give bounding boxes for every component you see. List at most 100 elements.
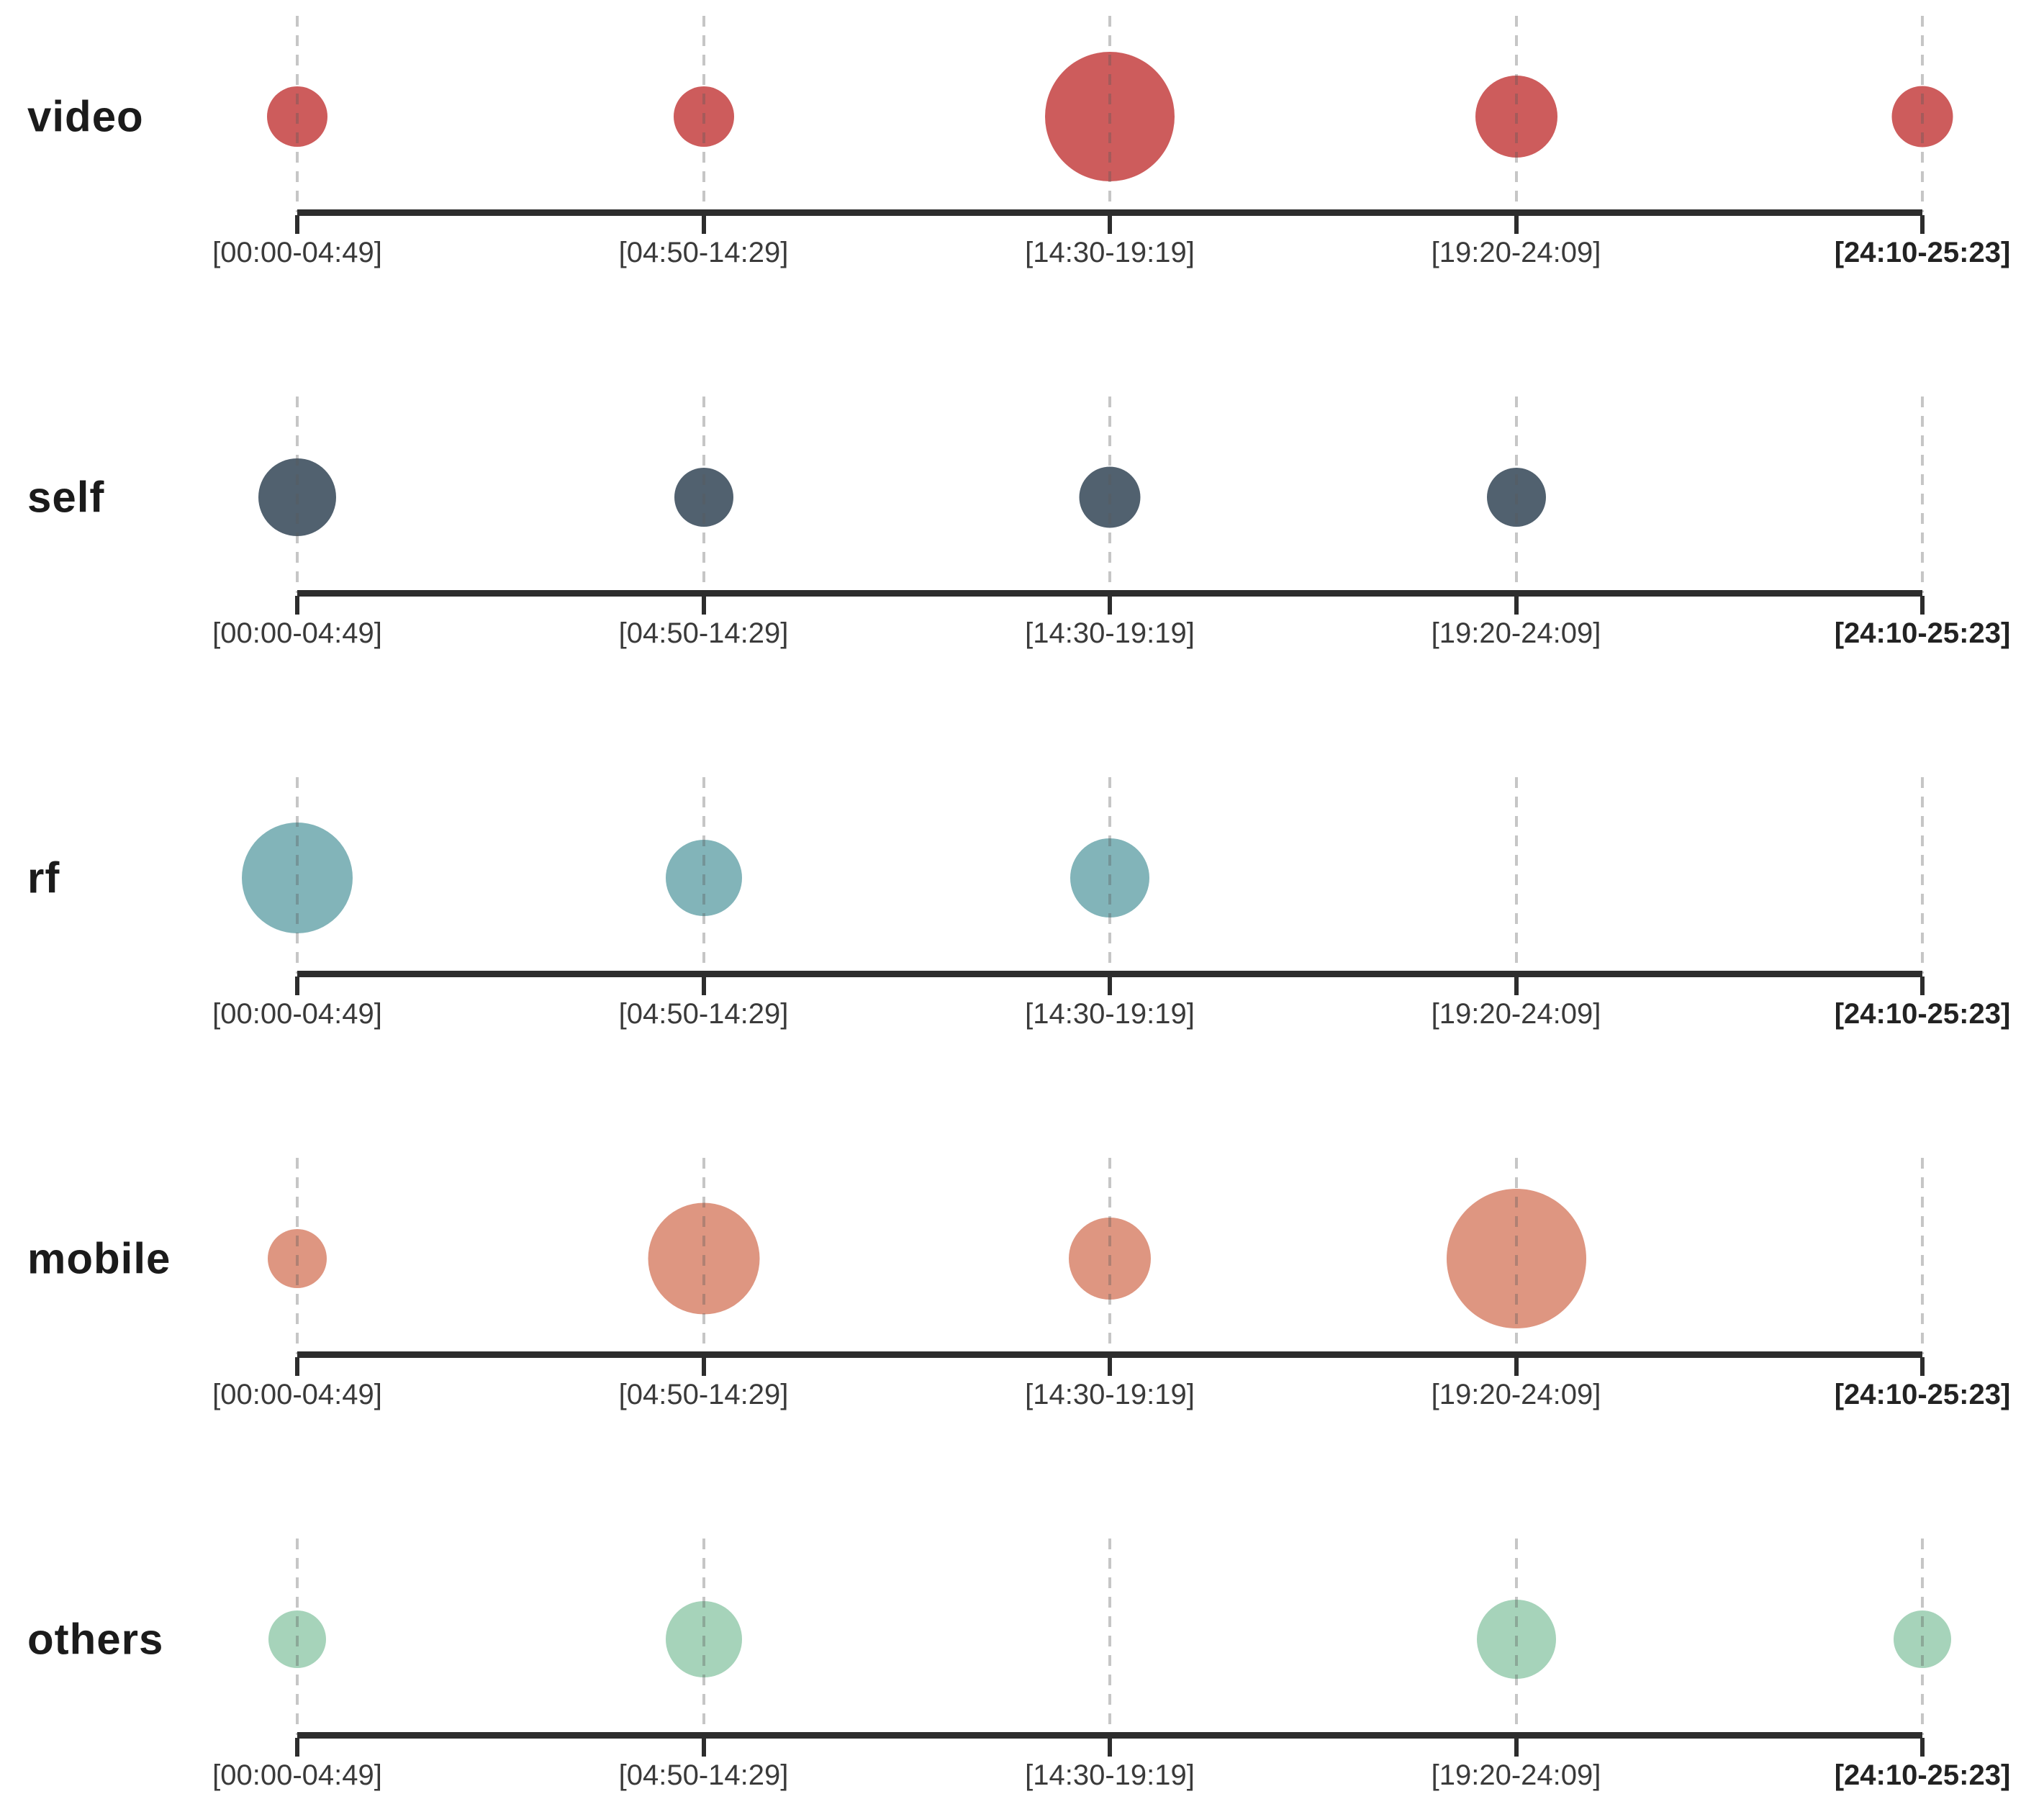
bubble [268,1229,327,1288]
gridline [1921,777,1924,974]
axis-tick [1514,1738,1519,1757]
gridline [1108,397,1111,593]
tick-label: [04:50-14:29] [618,237,789,268]
bubble [674,468,733,527]
bubble [1475,76,1557,158]
bubble [1894,1610,1951,1668]
axis-tick [1108,977,1112,995]
axis-tick [295,977,299,995]
axis-line [297,971,1922,977]
tick-label: [14:30-19:19] [1025,1759,1195,1791]
bubble [242,823,353,933]
gridline [296,397,299,593]
gridline [296,16,299,212]
gridline [1108,1158,1111,1354]
row-label-1: self [27,473,105,522]
axis-tick [295,596,299,615]
row-label-3: mobile [27,1234,171,1283]
bubble [665,1601,742,1677]
axis-tick [1514,596,1519,615]
gridline [1921,1539,1924,1735]
axis-tick [1108,215,1112,234]
axis-line [297,1351,1922,1358]
axis-tick [1514,215,1519,234]
gridline [296,1539,299,1735]
axis-tick [701,596,706,615]
gridline [702,16,705,212]
tick-label: [19:20-24:09] [1431,1759,1601,1791]
bubble [1045,52,1175,181]
axis-line [297,1732,1922,1739]
axis-tick [1108,1738,1112,1757]
tick-label: [24:10-25:23] [1834,1759,2011,1791]
gridline [1921,16,1924,212]
tick-label: [00:00-04:49] [212,1379,382,1410]
bubble [1476,1600,1556,1679]
axis-tick [701,1738,706,1757]
axis-line [297,590,1922,597]
tick-label: [00:00-04:49] [212,617,382,649]
bubble [665,840,742,916]
bubble [258,458,336,536]
bubble [267,86,327,147]
axis-tick [1514,977,1519,995]
tick-label: [14:30-19:19] [1025,237,1195,268]
bubble [268,1610,326,1668]
gridline [1921,1158,1924,1354]
bubble [1446,1189,1586,1328]
bubble [648,1202,759,1315]
axis-tick [1920,977,1925,995]
tick-label: [24:10-25:23] [1834,1379,2011,1410]
bubble [1891,86,1953,148]
axis-tick [1108,596,1112,615]
gridline [702,777,705,974]
gridline [1514,1539,1518,1735]
axis-tick [1108,1357,1112,1376]
gridline [1514,1158,1518,1354]
tick-label: [14:30-19:19] [1025,617,1195,649]
bubble [1079,466,1141,528]
tick-label: [04:50-14:29] [618,998,789,1030]
axis-tick [1920,1738,1925,1757]
tick-label: [00:00-04:49] [212,1759,382,1791]
axis-tick [701,1357,706,1376]
tick-label: [19:20-24:09] [1431,617,1601,649]
axis-tick [1514,1357,1519,1376]
bubble [673,86,734,147]
axis-tick [1920,596,1925,615]
tick-label: [19:20-24:09] [1431,998,1601,1030]
axis-tick [701,215,706,234]
tick-label: [24:10-25:23] [1834,998,2011,1030]
row-label-2: rf [27,853,60,902]
tick-label: [04:50-14:29] [618,1759,789,1791]
tick-label: [24:10-25:23] [1834,237,2011,268]
tick-label: [14:30-19:19] [1025,1379,1195,1410]
gridline [1108,777,1111,974]
axis-tick [295,1357,299,1376]
axis-tick [701,977,706,995]
row-label-4: others [27,1615,164,1664]
gridline [1514,777,1518,974]
axis-tick [295,1738,299,1757]
gridline [1921,397,1924,593]
tick-label: [19:20-24:09] [1431,237,1601,268]
tick-label: [14:30-19:19] [1025,998,1195,1030]
gridline [296,777,299,974]
bubble [1070,838,1149,917]
gridline [702,1158,705,1354]
gridline [702,1539,705,1735]
axis-tick [1920,215,1925,234]
tick-label: [19:20-24:09] [1431,1379,1601,1410]
gridline [1514,397,1518,593]
tick-label: [04:50-14:29] [618,617,789,649]
gridline [1514,16,1518,212]
bubble [1486,468,1546,527]
gridline [296,1158,299,1354]
tick-label: [24:10-25:23] [1834,617,2011,649]
tick-label: [00:00-04:49] [212,237,382,268]
gridline [702,397,705,593]
row-label-0: video [27,92,144,141]
axis-tick [295,215,299,234]
bubble [1069,1218,1151,1300]
